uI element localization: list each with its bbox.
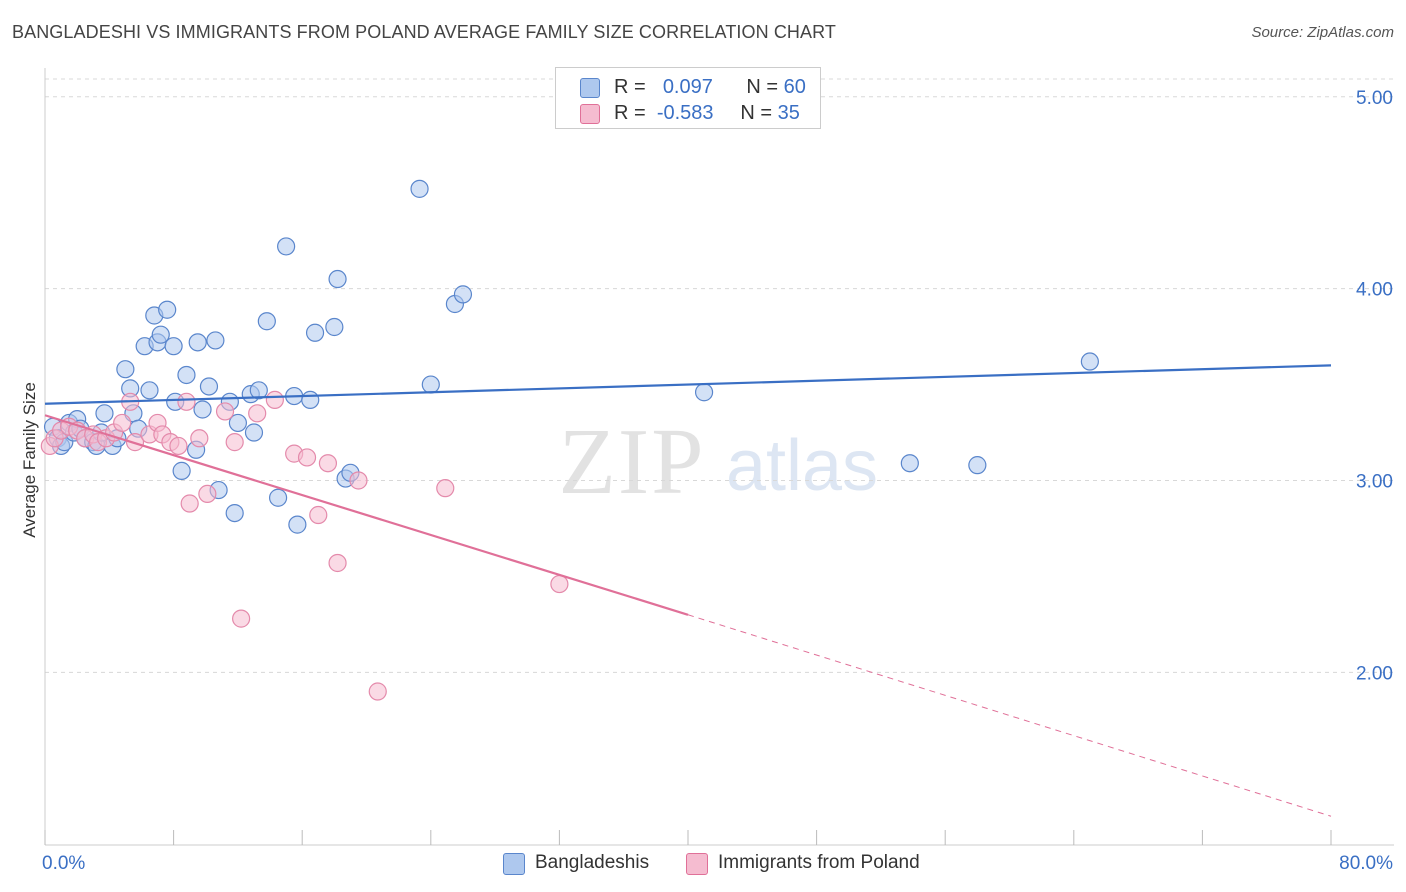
bangladeshi-point xyxy=(193,400,212,419)
y-tick-label: 3.00 xyxy=(1356,471,1393,492)
poland-points xyxy=(40,390,569,701)
poland-point xyxy=(113,413,132,433)
poland-point xyxy=(328,553,347,573)
bangladeshi-point xyxy=(288,515,307,534)
legend-r-value: 0.097 xyxy=(662,76,713,98)
poland-point xyxy=(177,392,196,411)
bangladeshi-point xyxy=(172,461,191,480)
poland-point xyxy=(225,433,244,452)
bangladeshi-point xyxy=(158,300,177,319)
bangladeshi-point xyxy=(188,333,207,352)
legend-label-poland: Immigrants from Poland xyxy=(718,852,920,873)
trend-lines xyxy=(44,364,1332,817)
watermark-zip: ZIP xyxy=(559,410,706,514)
bangladeshi-point xyxy=(277,237,296,256)
poland-point xyxy=(190,429,209,448)
bangladeshi-point xyxy=(268,488,288,507)
bangladeshi-point xyxy=(900,454,919,473)
legend-swatch-bangladeshis xyxy=(503,853,525,875)
bangladeshi-point xyxy=(325,317,344,337)
bangladeshi-point xyxy=(228,413,247,433)
legend-swatch-bangladeshi xyxy=(580,78,600,98)
bangladeshi-point xyxy=(140,381,159,400)
bangladeshi-point xyxy=(244,423,264,442)
bangladeshi-point xyxy=(164,337,183,356)
bangladeshi-point xyxy=(257,312,276,331)
poland-point xyxy=(265,390,284,410)
legend-n-value: 60 xyxy=(783,76,806,98)
poland-point xyxy=(436,479,455,498)
bangladeshi-point xyxy=(199,377,219,396)
bangladeshi-point xyxy=(968,456,987,475)
legend-n-value: 35 xyxy=(777,102,800,124)
bangladeshi-point xyxy=(301,390,320,410)
legend-r-label: R = xyxy=(614,102,646,124)
bangladeshi-point xyxy=(410,179,429,198)
bangladeshi-point xyxy=(421,375,440,394)
bangladeshi-point xyxy=(249,381,268,400)
tick-labels: 2.00 3.00 4.00 5.00 0.0% 80.0% xyxy=(42,88,1393,874)
poland-point xyxy=(318,454,338,473)
bangladeshi-point xyxy=(328,269,347,289)
poland-point xyxy=(550,574,569,594)
bangladeshi-point xyxy=(95,404,114,423)
grid xyxy=(45,78,1394,673)
legend-label-bangladeshis: Bangladeshis xyxy=(535,852,650,873)
y-axis-label: Average Family Size xyxy=(20,382,39,538)
poland-point xyxy=(309,505,328,525)
trend-line-dashed xyxy=(687,614,1332,817)
poland-point xyxy=(368,682,387,701)
trend-line xyxy=(44,364,1332,405)
trend-line xyxy=(44,414,689,616)
poland-point xyxy=(232,609,251,628)
axes xyxy=(44,68,1394,846)
poland-point xyxy=(198,484,217,504)
bangladeshi-point xyxy=(177,365,196,385)
bangladeshi-point xyxy=(453,285,473,304)
bangladeshi-point xyxy=(694,383,714,402)
bangladeshi-point xyxy=(151,325,170,344)
y-tick-label: 2.00 xyxy=(1356,663,1393,684)
poland-point xyxy=(248,404,267,423)
poland-point xyxy=(215,402,235,421)
bangladeshi-point xyxy=(305,323,325,342)
legend-n-label: N = xyxy=(746,76,779,98)
legend-n-label: N = xyxy=(740,102,773,124)
chart-title: BANGLADESHI VS IMMIGRANTS FROM POLAND AV… xyxy=(12,22,836,42)
poland-point xyxy=(180,494,199,513)
chart-source: Source: ZipAtlas.com xyxy=(1251,24,1394,41)
legend-series: Bangladeshis Immigrants from Poland xyxy=(0,852,1406,878)
legend-swatch-poland xyxy=(686,853,708,875)
poland-point xyxy=(349,471,368,490)
poland-point xyxy=(297,448,317,467)
y-tick-label: 5.00 xyxy=(1356,88,1393,109)
y-tick-label: 4.00 xyxy=(1356,280,1393,301)
bangladeshi-point xyxy=(1080,352,1099,371)
legend-swatch-poland xyxy=(580,104,600,124)
bangladeshi-point xyxy=(225,503,244,523)
bangladeshi-point xyxy=(206,331,225,350)
watermark: ZIP atlas xyxy=(559,410,879,514)
legend-r-label: R = xyxy=(614,76,646,98)
bangladeshi-point xyxy=(116,360,135,379)
watermark-atlas: atlas xyxy=(726,426,878,506)
x-tick-label-end: 80.0% xyxy=(1339,853,1393,874)
legend-r-value: -0.583 xyxy=(656,102,714,124)
x-tick-label-start: 0.0% xyxy=(42,853,85,874)
legend-stats: R = 0.097 N = 60 R = -0.583 N = 35 xyxy=(555,67,821,129)
poland-point xyxy=(169,436,188,456)
